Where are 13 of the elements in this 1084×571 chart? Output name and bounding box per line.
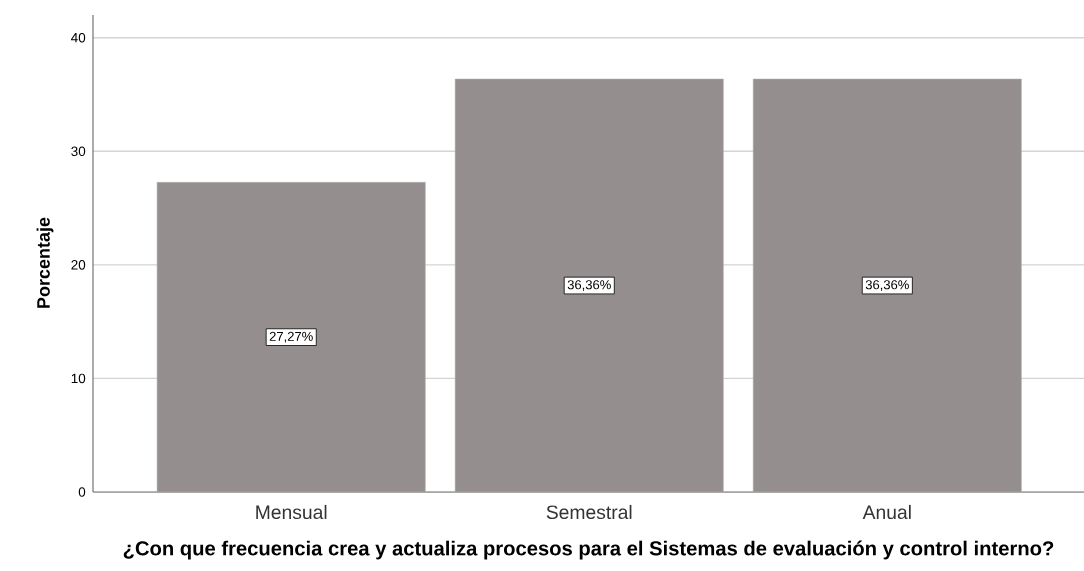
x-tick-label: Mensual [256,504,327,520]
data-label: 27,27% [269,331,313,343]
x-tick-label: Semestral [546,504,632,520]
y-tick-label: 40 [71,32,86,43]
y-axis-title: Porcentaje [36,217,54,308]
x-axis-title: ¿Con que frecuencia crea y actualiza procesos para el Sistemas de evaluación y control interno? [123,540,1054,560]
data-label: 36,36% [567,280,611,291]
y-tick-label: 0 [78,487,86,497]
x-tick-label: Anual [862,504,911,520]
y-tick-label: 10 [71,373,86,384]
y-tick-label: 20 [71,260,86,270]
y-tick-label: 30 [71,146,86,157]
data-label: 36,36% [865,280,909,291]
